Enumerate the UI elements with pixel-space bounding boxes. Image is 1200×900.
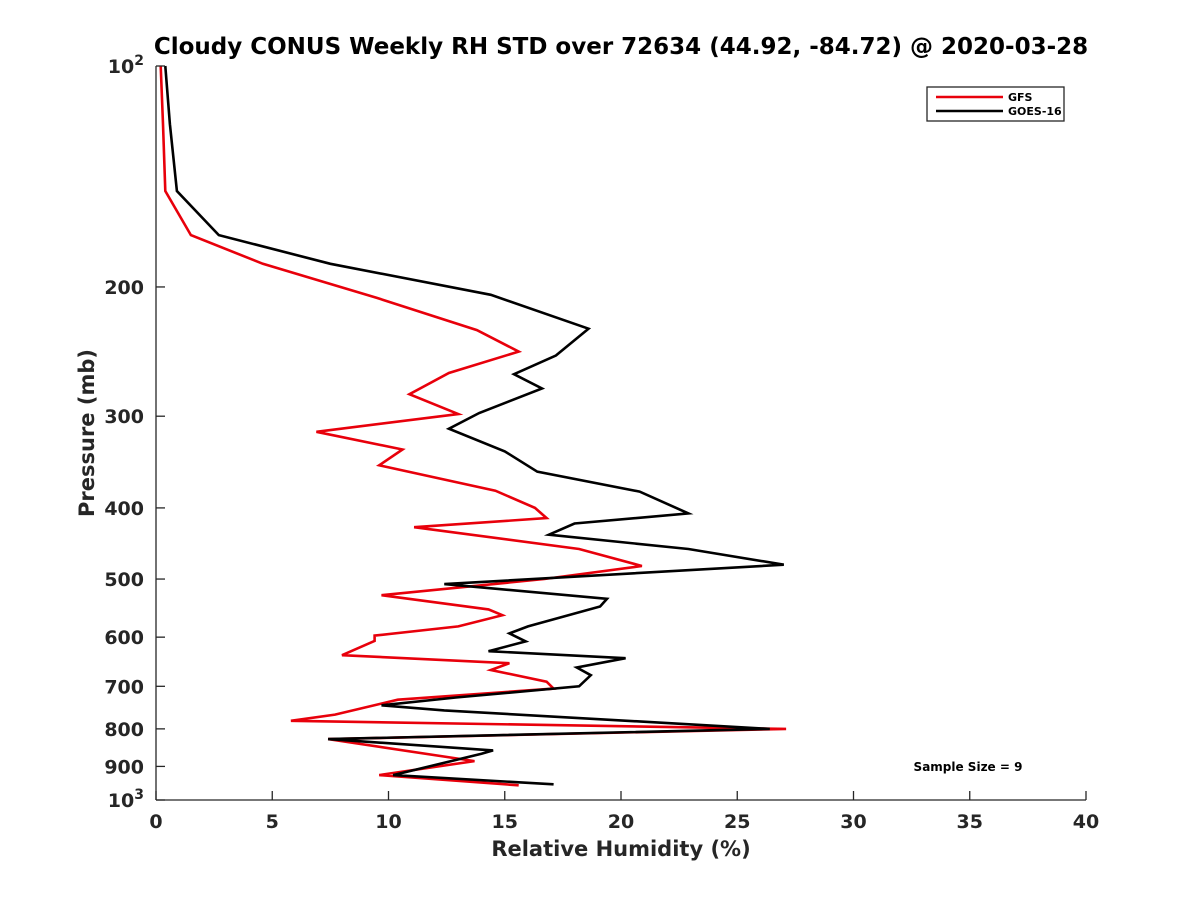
axes-layer: 0 5 10 15 20 25 30 35 40 102 200 300 400 500 600 700 800… [104,53,1099,833]
sample-size-annotation: Sample Size = 9 [914,760,1023,774]
legend-label: GOES-16 [1008,105,1062,118]
x-tick-label: 15 [492,811,518,833]
y-tick-label: 300 [104,406,144,428]
x-tick-label: 0 [149,811,162,833]
legend-label: GFS [1008,91,1033,104]
y-tick-label: 600 [104,627,144,649]
x-tick-label: 5 [266,811,279,833]
plot-area [156,66,1086,800]
x-tick-label: 20 [608,811,634,833]
y-tick-label: 500 [104,569,144,591]
legend-box [926,86,1065,122]
y-tick-label: 103 [108,787,144,812]
series-line-goes-16 [164,65,785,786]
y-tick-label: 900 [104,756,144,778]
y-tick-label: 800 [104,719,144,741]
y-tick-label: 400 [104,498,144,520]
x-tick-label: 10 [375,811,401,833]
series-layer [159,65,787,787]
x-tick-label: 40 [1073,811,1099,833]
y-tick-label: 200 [104,277,144,299]
y-tick-label: 700 [104,676,144,698]
x-axis-label: Relative Humidity (%) [491,837,750,861]
x-tick-label: 35 [957,811,983,833]
y-tick-label: 102 [108,53,144,78]
x-tick-label: 30 [840,811,866,833]
x-tick-label: 25 [724,811,750,833]
y-axis-label: Pressure (mb) [75,349,99,517]
series-line-gfs [159,65,787,787]
chart-title: Cloudy CONUS Weekly RH STD over 72634 (4… [154,34,1088,60]
